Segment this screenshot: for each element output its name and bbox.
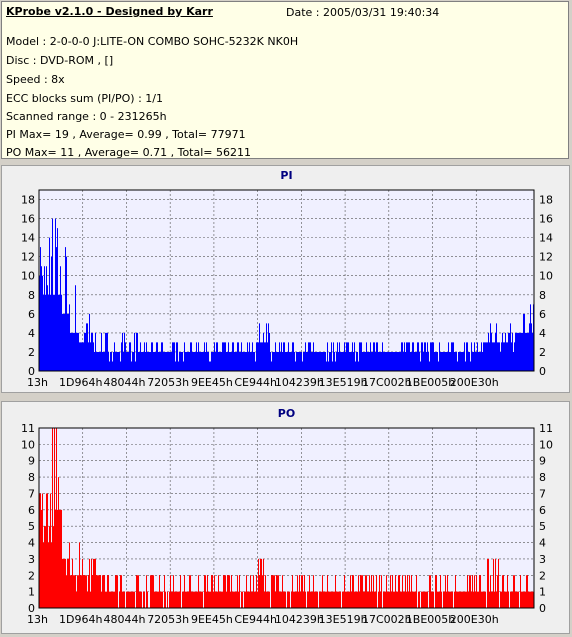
y-tick-label-right: 14 [539, 232, 553, 245]
x-tick-label: 104239h [275, 613, 324, 626]
y-tick-label-left: 7 [28, 487, 35, 500]
x-tick-label: 104239h [275, 376, 324, 389]
pi-summary-line: PI Max= 19 , Average= 0.99 , Total= 7797… [6, 128, 246, 141]
y-tick-label-right: 6 [539, 308, 546, 321]
plot-frame [38, 189, 535, 372]
info-panel: KProbe v2.1.0 - Designed by Karr Date : … [1, 1, 569, 159]
y-tick-label-right: 11 [539, 422, 553, 435]
x-tick-label: 13E519h [319, 376, 368, 389]
y-tick-label-right: 2 [539, 346, 546, 359]
x-tick-label: 72053h [147, 376, 189, 389]
y-tick-label-right: 2 [539, 569, 546, 582]
chart-title: PI [280, 169, 292, 182]
y-tick-label-left: 6 [28, 504, 35, 517]
app-title: KProbe v2.1.0 - Designed by Karr [6, 5, 213, 18]
y-tick-label-left: 8 [28, 471, 35, 484]
x-tick-label: 1D964h [59, 613, 102, 626]
y-tick-label-right: 9 [539, 455, 546, 468]
y-tick-label-right: 10 [539, 438, 553, 451]
model-line: Model : 2-0-0-0 J:LITE-ON COMBO SOHC-523… [6, 35, 299, 48]
y-tick-label-right: 5 [539, 520, 546, 533]
y-tick-label-right: 3 [539, 553, 546, 566]
x-tick-label: 13E519h [319, 613, 368, 626]
y-tick-label-left: 0 [28, 365, 35, 378]
y-tick-label-right: 1 [539, 586, 546, 599]
x-tick-label: 1BE005h [406, 613, 455, 626]
y-tick-label-left: 9 [28, 455, 35, 468]
y-tick-label-right: 8 [539, 289, 546, 302]
y-tick-label-left: 14 [21, 232, 35, 245]
range-line: Scanned range : 0 - 231265h [6, 110, 167, 123]
y-tick-label-right: 7 [539, 487, 546, 500]
x-tick-label: 48044h [103, 613, 145, 626]
y-tick-label-right: 4 [539, 537, 546, 550]
x-tick-label: 72053h [147, 613, 189, 626]
y-tick-label-right: 0 [539, 602, 546, 615]
plot-frame [38, 427, 535, 609]
y-tick-label-left: 5 [28, 520, 35, 533]
x-tick-label: CE944h [234, 376, 277, 389]
y-tick-label-left: 10 [21, 270, 35, 283]
y-tick-label-left: 0 [28, 602, 35, 615]
x-tick-label: 1BE005h [406, 376, 455, 389]
x-tick-label: CE944h [234, 613, 277, 626]
y-tick-label-left: 8 [28, 289, 35, 302]
y-tick-label-right: 8 [539, 471, 546, 484]
y-tick-label-left: 1 [28, 586, 35, 599]
y-tick-label-left: 16 [21, 213, 35, 226]
y-tick-label-left: 2 [28, 346, 35, 359]
y-tick-label-right: 16 [539, 213, 553, 226]
x-tick-label: 17C002h [362, 376, 412, 389]
x-tick-label: 9EE45h [191, 376, 233, 389]
y-tick-label-left: 4 [28, 537, 35, 550]
plot-area [38, 189, 535, 372]
y-tick-label-right: 6 [539, 504, 546, 517]
pi-chart-panel: PI 0 0 2 2 4 4 6 6 8 8 10 10 12 12 14 14 16 16 18 18 13h 1D964… [1, 165, 570, 393]
y-tick-label-left: 6 [28, 308, 35, 321]
y-tick-label-right: 0 [539, 365, 546, 378]
scan-date: Date : 2005/03/31 19:40:34 [286, 6, 440, 19]
y-tick-label-right: 4 [539, 327, 546, 340]
x-tick-label: 17C002h [362, 613, 412, 626]
x-tick-label: 1D964h [59, 376, 102, 389]
y-tick-label-left: 2 [28, 569, 35, 582]
speed-line: Speed : 8x [6, 73, 65, 86]
y-tick-label-left: 4 [28, 327, 35, 340]
x-tick-label: 13h [27, 376, 48, 389]
x-tick-label: 9EE45h [191, 613, 233, 626]
x-tick-label: 200E30h [450, 613, 499, 626]
x-tick-label: 13h [27, 613, 48, 626]
x-tick-label: 200E30h [450, 376, 499, 389]
y-tick-label-left: 3 [28, 553, 35, 566]
y-tick-label-left: 12 [21, 251, 35, 264]
y-tick-label-left: 18 [21, 194, 35, 207]
ecc-line: ECC blocks sum (PI/PO) : 1/1 [6, 92, 163, 105]
y-tick-label-right: 12 [539, 251, 553, 264]
plot-area [38, 427, 535, 609]
y-tick-label-right: 18 [539, 194, 553, 207]
y-tick-label-right: 10 [539, 270, 553, 283]
po-chart-panel: PO 0 0 1 1 2 2 3 3 4 4 5 5 6 6 7 7 8 8 9 9 10 10 11 11 13h 1D964h 4… [1, 401, 570, 634]
y-tick-label-left: 11 [21, 422, 35, 435]
pi-chart: PI 0 0 2 2 4 4 6 6 8 8 10 10 12 12 14 14 16 16 18 18 13h 1D964… [21, 169, 553, 389]
disc-line: Disc : DVD-ROM , [] [6, 54, 114, 67]
po-summary-line: PO Max= 11 , Average= 0.71 , Total= 5621… [6, 146, 251, 159]
x-tick-label: 48044h [103, 376, 145, 389]
y-tick-label-left: 10 [21, 438, 35, 451]
chart-title: PO [278, 407, 295, 420]
